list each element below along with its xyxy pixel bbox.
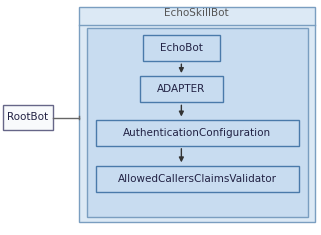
Text: EchoBot: EchoBot — [160, 43, 203, 53]
Text: RootBot: RootBot — [7, 113, 48, 122]
Bar — [96, 120, 299, 146]
Text: AllowedCallersClaimsValidator: AllowedCallersClaimsValidator — [118, 174, 277, 184]
Bar — [140, 76, 223, 102]
Bar — [96, 166, 299, 192]
Text: ADAPTER: ADAPTER — [157, 84, 205, 94]
Text: AuthenticationConfiguration: AuthenticationConfiguration — [123, 128, 272, 138]
Bar — [79, 7, 315, 222]
Bar — [87, 28, 308, 217]
Text: EchoSkillBot: EchoSkillBot — [164, 8, 229, 18]
Bar — [3, 105, 53, 130]
Bar — [143, 35, 220, 61]
